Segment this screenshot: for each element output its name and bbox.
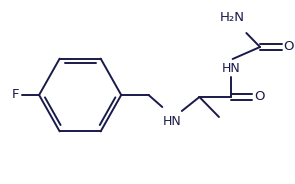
Text: H₂N: H₂N [219,11,244,24]
Text: F: F [12,89,19,102]
Text: O: O [254,91,265,103]
Text: HN: HN [162,115,181,128]
Text: O: O [283,40,294,54]
Text: HN: HN [221,62,240,75]
